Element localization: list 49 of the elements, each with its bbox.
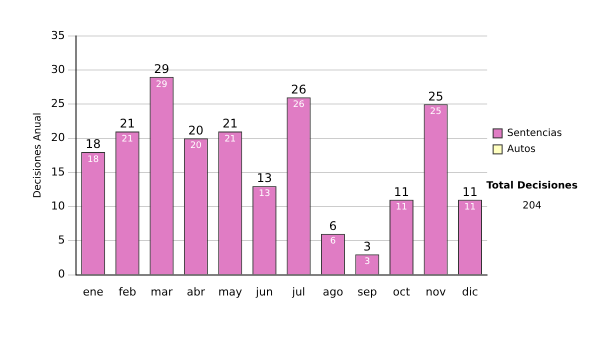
x-tick-label: nov (426, 285, 446, 298)
y-tick-label: 35 (50, 28, 65, 42)
y-axis-title: Decisiones Anual (32, 112, 44, 198)
data-label: 18 (87, 154, 100, 165)
text: 204 (522, 200, 542, 212)
y-tick-label: 5 (58, 234, 65, 247)
data-label: 26 (292, 100, 305, 110)
total-label: 26 (291, 82, 306, 97)
x-tick-label: jul (291, 285, 306, 298)
x-tick-label: dic (462, 285, 478, 298)
data-label: 13 (258, 188, 270, 199)
total-label: 18 (85, 137, 101, 152)
x-tick-label: jun (254, 285, 273, 298)
y-tick-label: 30 (50, 62, 65, 76)
y-tick-label: 20 (50, 131, 65, 144)
data-label: 29 (156, 80, 168, 90)
x-tick-label: may (218, 285, 243, 298)
y-tick-label: 0 (58, 268, 65, 281)
data-label: 11 (396, 202, 408, 213)
x-tick-label: feb (118, 285, 136, 298)
total-label: 21 (120, 116, 136, 131)
total-label: 21 (222, 116, 238, 131)
y-tick-label: 15 (50, 165, 65, 178)
data-label: 3 (364, 257, 370, 268)
total-label: 13 (256, 171, 272, 186)
legend-label: Sentencias (507, 128, 562, 139)
data-label: 11 (464, 202, 476, 213)
x-tick-label: mar (150, 285, 174, 298)
data-label: 25 (430, 107, 442, 118)
total-label: 6 (329, 218, 337, 233)
total-label: 20 (188, 123, 204, 138)
total-label: 11 (462, 184, 478, 199)
total-label: 11 (394, 184, 410, 199)
x-tick-label: oct (392, 285, 411, 298)
data-label: 6 (330, 236, 336, 247)
data-label: 21 (224, 134, 236, 144)
total-label: 3 (363, 239, 372, 254)
total-label: 25 (428, 89, 444, 104)
total-label: 29 (154, 62, 170, 76)
x-tick-label: ene (82, 285, 104, 298)
legend-label: Autos (507, 144, 536, 155)
x-tick-label: ago (322, 285, 344, 298)
x-tick-label: sep (357, 285, 377, 298)
y-tick-label: 25 (50, 97, 65, 110)
data-label: 20 (190, 141, 202, 152)
x-tick-label: abr (186, 285, 206, 298)
y-tick-label: 10 (50, 199, 65, 212)
data-label: 21 (122, 134, 134, 144)
annotation: Total Decisiones (486, 180, 578, 192)
